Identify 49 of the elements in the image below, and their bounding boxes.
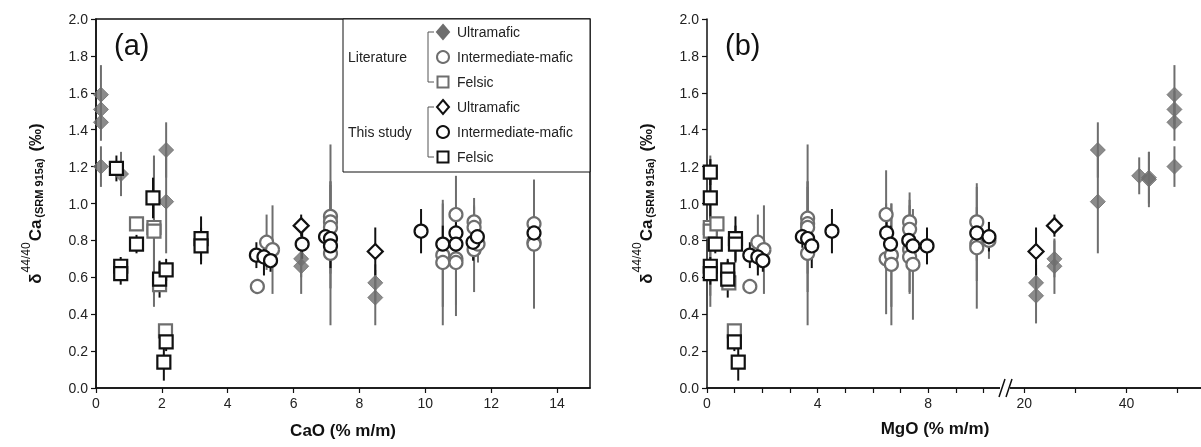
y-tick-label: 0.2 xyxy=(68,343,89,360)
y-tick-label: 1.8 xyxy=(68,47,89,64)
y-tick-label: 1.6 xyxy=(68,84,89,101)
y-tick-label: 1.2 xyxy=(679,158,700,175)
y-tick-label: 1.6 xyxy=(679,84,700,101)
x-tick-label: 40 xyxy=(1118,395,1135,411)
legend-label: Felsic xyxy=(457,74,494,90)
x-tick-label: 6 xyxy=(289,395,298,411)
legend-label: Intermediate-mafic xyxy=(457,49,573,65)
y-tick-label: 2.0 xyxy=(68,11,89,27)
y-tick-label: 2.0 xyxy=(679,11,700,27)
legend-label: Ultramafic xyxy=(457,99,521,115)
legend-label: Felsic xyxy=(457,149,494,165)
x-tick-label: 2 xyxy=(157,395,166,411)
annotation: This study xyxy=(348,124,412,140)
x-tick-label: 14 xyxy=(549,395,566,411)
chart-title: (a) xyxy=(114,28,150,61)
y-tick-label: 0.6 xyxy=(679,269,700,286)
x-tick-label: 4 xyxy=(223,395,232,411)
x-tick-label: 12 xyxy=(483,395,500,411)
y-axis-title: δ44/40Ca(SRM 915a) (‰) xyxy=(19,123,45,284)
y-tick-label: 0.6 xyxy=(68,269,89,286)
y-tick-label: 1.8 xyxy=(679,47,700,64)
x-axis-title: CaO (% m/m) xyxy=(290,421,396,440)
x-tick-label: 0 xyxy=(92,395,101,411)
x-tick-label: 8 xyxy=(355,395,364,411)
y-tick-label: 1.0 xyxy=(679,195,700,212)
y-tick-label: 0.4 xyxy=(679,306,700,323)
legend-label: Intermediate-mafic xyxy=(457,124,573,140)
x-tick-label: 4 xyxy=(813,395,822,411)
y-tick-label: 0.4 xyxy=(68,306,89,323)
y-tick-label: 1.4 xyxy=(679,121,700,138)
y-tick-label: 1.4 xyxy=(68,121,89,138)
y-tick-label: 0.8 xyxy=(68,232,89,249)
x-axis-title: MgO (% m/m) xyxy=(880,418,990,438)
annotation: Literature xyxy=(348,49,408,65)
y-tick-label: 0.0 xyxy=(679,380,700,396)
y-axis-title: δ44/40Ca(SRM 915a) (‰) xyxy=(630,123,656,284)
x-tick-label: 20 xyxy=(1016,395,1033,411)
y-tick-label: 0.8 xyxy=(679,232,700,249)
x-tick-label: 8 xyxy=(924,395,933,411)
x-tick-label: 10 xyxy=(417,395,434,411)
y-tick-label: 0.2 xyxy=(679,343,700,360)
y-tick-label: 1.2 xyxy=(68,158,89,175)
y-tick-label: 0.0 xyxy=(68,380,89,396)
chart-title: (b) xyxy=(725,28,761,61)
legend-label: Ultramafic xyxy=(457,24,521,40)
y-tick-label: 1.0 xyxy=(68,195,89,212)
x-tick-label: 0 xyxy=(703,395,712,411)
